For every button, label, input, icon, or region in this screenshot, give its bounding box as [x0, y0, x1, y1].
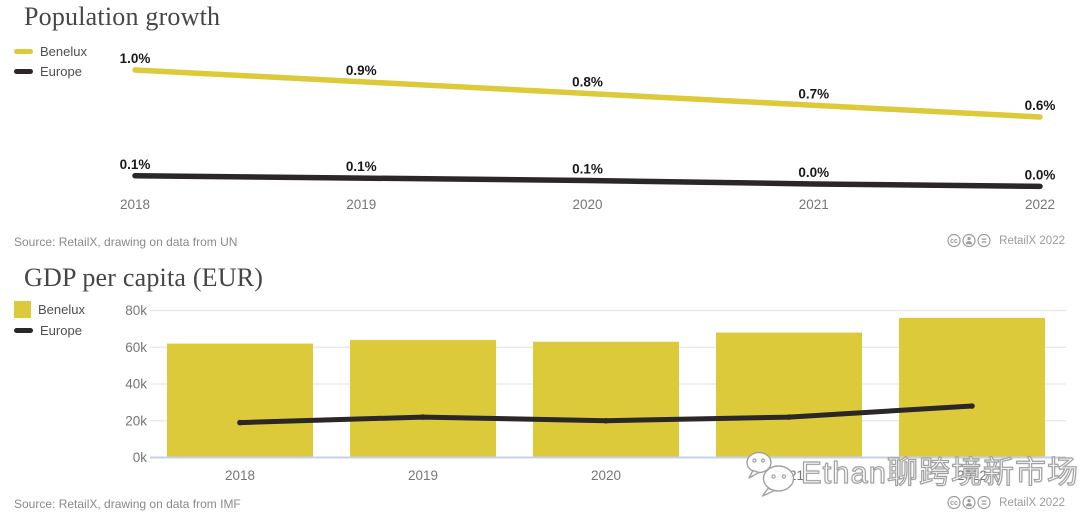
svg-text:2022: 2022 — [1025, 197, 1055, 212]
svg-text:0.0%: 0.0% — [798, 165, 829, 180]
svg-text:cc: cc — [950, 500, 958, 507]
legend-item-benelux: Benelux — [14, 301, 85, 318]
legend-item-benelux: Benelux — [14, 44, 87, 59]
svg-text:2022: 2022 — [957, 468, 987, 483]
watermark: Ethan聊跨境新市场 — [744, 448, 1079, 498]
population-growth-source: Source: RetailX, drawing on data from UN — [14, 235, 238, 249]
legend-label-europe: Europe — [40, 323, 82, 338]
svg-text:cc: cc — [950, 238, 958, 245]
europe-line — [237, 403, 975, 426]
legend-item-europe: Europe — [14, 323, 85, 338]
legend-label-benelux: Benelux — [40, 44, 87, 59]
svg-text:1.0%: 1.0% — [120, 51, 151, 66]
svg-text:0.6%: 0.6% — [1025, 98, 1056, 113]
credit-text: RetailX 2022 — [999, 234, 1065, 247]
legend-label-europe: Europe — [40, 64, 82, 79]
gdp-source: Source: RetailX, drawing on data from IM… — [14, 497, 241, 511]
population-growth-legend: Benelux Europe — [14, 44, 87, 79]
population-growth-credit: cc RetailX 2022 — [947, 233, 1065, 248]
europe-series: 0.1% 0.1% 0.1% 0.0% 0.0% — [120, 157, 1056, 190]
svg-text:2019: 2019 — [346, 197, 376, 212]
legend-item-europe: Europe — [14, 64, 87, 79]
svg-text:0.7%: 0.7% — [798, 86, 829, 101]
cc-by-icon — [962, 233, 976, 248]
benelux-series: 1.0% 0.9% 0.8% 0.7% 0.6% — [120, 51, 1056, 120]
svg-text:2018: 2018 — [225, 468, 255, 483]
svg-text:0.8%: 0.8% — [572, 75, 603, 90]
cc-license-icons: cc — [947, 495, 991, 510]
gdp-per-capita-title: GDP per capita (EUR) — [24, 263, 264, 292]
svg-text:0.0%: 0.0% — [1025, 167, 1056, 182]
svg-text:0.1%: 0.1% — [120, 157, 151, 172]
gdp-per-capita-plot: 0k20k40k60k80k20182019202020212022 — [125, 303, 1066, 483]
wechat-icon — [746, 451, 795, 497]
cc-by-icon — [962, 495, 976, 510]
svg-text:2021: 2021 — [799, 197, 829, 212]
svg-text:0.1%: 0.1% — [572, 161, 603, 176]
svg-text:2020: 2020 — [572, 197, 602, 212]
cc-icon — [947, 495, 961, 510]
cc-license-icons: cc — [947, 233, 991, 248]
credit-text: RetailX 2022 — [999, 496, 1065, 509]
benelux-bar-swatch — [14, 301, 31, 318]
cc-nd-icon — [977, 495, 991, 510]
population-growth-title: Population growth — [24, 2, 221, 31]
cc-nd-icon — [977, 233, 991, 248]
svg-text:80k: 80k — [125, 303, 147, 318]
benelux-bars — [167, 317, 1045, 458]
legend-label-benelux: Benelux — [38, 302, 85, 317]
population-growth-plot: 2018 2019 2020 2021 2022 1.0% 0.9% 0.8% 0.7% 0.6%… — [120, 51, 1056, 212]
svg-text:0k: 0k — [133, 450, 148, 465]
svg-text:2018: 2018 — [120, 197, 150, 212]
cc-icon — [947, 233, 961, 248]
europe-line-swatch — [14, 69, 33, 74]
europe-line-swatch — [14, 328, 33, 333]
svg-text:20k: 20k — [125, 413, 147, 428]
benelux-line-swatch — [14, 49, 33, 54]
svg-text:0.9%: 0.9% — [346, 63, 377, 78]
watermark-text: Ethan聊跨境新市场 — [800, 454, 1080, 490]
svg-text:2019: 2019 — [408, 468, 438, 483]
gdp-credit: cc RetailX 2022 — [947, 495, 1065, 510]
svg-text:40k: 40k — [125, 377, 147, 392]
svg-text:2020: 2020 — [591, 468, 621, 483]
svg-text:0.1%: 0.1% — [346, 159, 377, 174]
svg-text:60k: 60k — [125, 340, 147, 355]
gdp-legend: Benelux Europe — [14, 301, 85, 338]
